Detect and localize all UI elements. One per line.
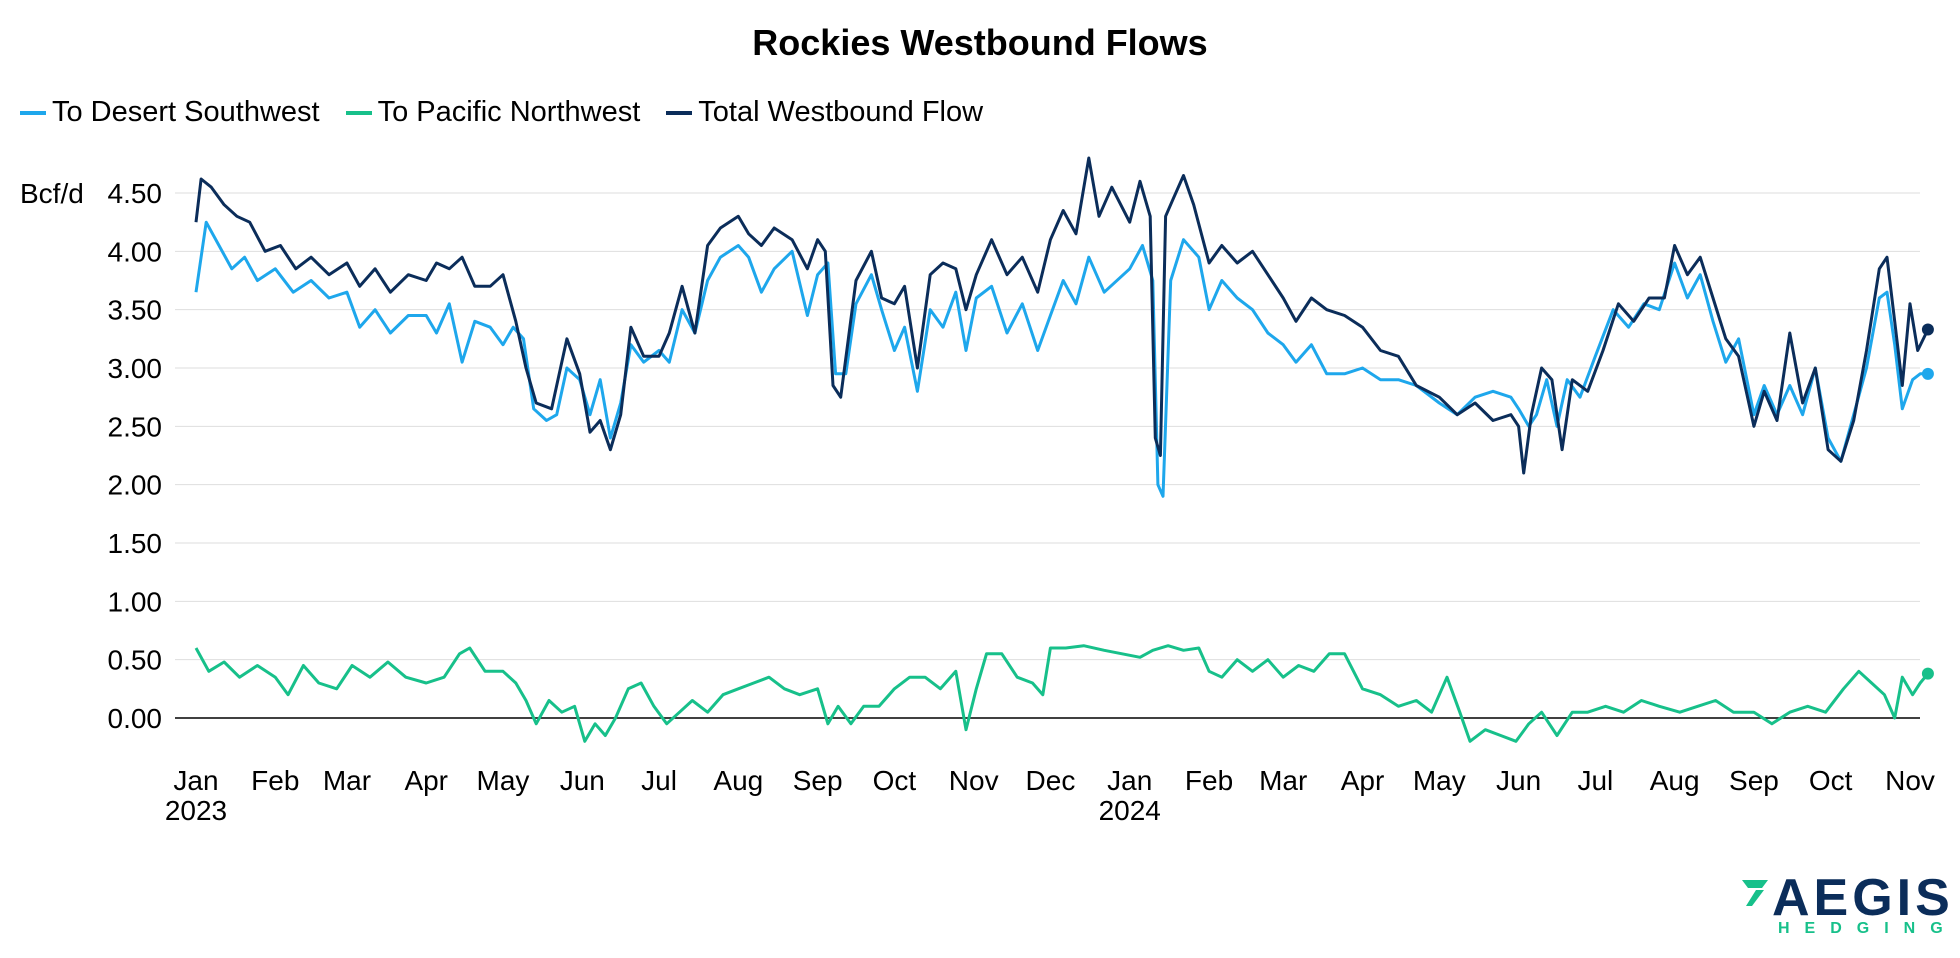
- end-marker-pacific-northwest: [1921, 667, 1934, 680]
- legend-swatch-pacific-northwest: [345, 110, 372, 115]
- x-tick-label: May: [1413, 765, 1466, 796]
- legend-swatch-total-westbound: [666, 110, 693, 115]
- legend-label-total-westbound: Total Westbound Flow: [698, 96, 984, 128]
- y-tick-label: 2.50: [108, 411, 163, 442]
- logo-subtext: HEDGING: [1778, 920, 1958, 937]
- legend-item-pacific-northwest[interactable]: To Pacific Northwest: [345, 96, 641, 129]
- legend-label-pacific-northwest: To Pacific Northwest: [377, 96, 641, 128]
- y-tick-label: 3.50: [108, 295, 163, 326]
- x-tick-label: Jun: [1496, 765, 1541, 796]
- x-tick-label: Oct: [873, 765, 917, 796]
- legend-item-total-westbound[interactable]: Total Westbound Flow: [666, 96, 983, 129]
- end-marker-desert-southwest: [1921, 367, 1934, 380]
- x-tick-label: Sep: [1729, 765, 1779, 796]
- x-tick-label: Feb: [251, 765, 299, 796]
- x-tick-label: Apr: [404, 765, 448, 796]
- series-line-pacific-northwest: [194, 644, 1930, 743]
- y-axis-label: Bcf/d: [20, 178, 84, 209]
- y-tick-label: 4.00: [108, 236, 163, 267]
- chart-legend: To Desert Southwest To Pacific Northwest…: [20, 96, 983, 129]
- x-tick-label: Jan: [173, 765, 218, 796]
- legend-label-desert-southwest: To Desert Southwest: [52, 96, 320, 128]
- y-tick-label: 2.00: [108, 470, 163, 501]
- x-tick-label: May: [477, 765, 530, 796]
- x-tick-year-label: 2023: [165, 795, 227, 826]
- x-tick-label: Oct: [1809, 765, 1853, 796]
- line-chart: 0.00 0.50 1.00 1.50 2.00 2.50 3.00 3.50 4.00 4.50…: [20, 156, 1935, 826]
- x-tick-label: Jan: [1107, 765, 1152, 796]
- axes: 0.00 0.50 1.00 1.50 2.00 2.50 3.00 3.50 4.00 4.50…: [20, 178, 1935, 826]
- legend-swatch-desert-southwest: [20, 110, 46, 115]
- x-tick-label: Apr: [1341, 765, 1385, 796]
- series-line-desert-southwest: [194, 220, 1928, 498]
- y-tick-label: 0.50: [108, 645, 163, 676]
- aegis-hedging-logo: AEGIS HEDGING: [1740, 868, 1950, 938]
- x-tick-label: Mar: [1259, 765, 1307, 796]
- x-tick-label: Jul: [1577, 765, 1613, 796]
- x-tick-label: Jul: [641, 765, 677, 796]
- x-tick-year-label: 2024: [1099, 795, 1161, 826]
- x-tick-label: Dec: [1026, 765, 1076, 796]
- x-tick-label: Mar: [323, 765, 371, 796]
- x-tick-label: Feb: [1185, 765, 1233, 796]
- x-tick-label: Jun: [560, 765, 605, 796]
- series-lines: [194, 156, 1934, 743]
- logo-wordmark: AEGIS: [1772, 869, 1954, 927]
- y-tick-label: 1.50: [108, 528, 163, 559]
- x-tick-label: Aug: [713, 765, 763, 796]
- series-line-total-westbound: [194, 156, 1930, 475]
- y-tick-label: 3.00: [108, 353, 163, 384]
- y-tick-label: 1.00: [108, 586, 163, 617]
- chart-title: Rockies Westbound Flows: [752, 22, 1208, 63]
- end-marker-total-westbound: [1921, 323, 1934, 336]
- aegis-logo-mark: [1742, 880, 1768, 906]
- x-tick-label: Nov: [949, 765, 999, 796]
- y-tick-label: 0.00: [108, 703, 163, 734]
- legend-item-desert-southwest[interactable]: To Desert Southwest: [20, 96, 320, 129]
- x-tick-label: Sep: [793, 765, 843, 796]
- x-tick-label: Aug: [1650, 765, 1700, 796]
- y-tick-label: 4.50: [108, 178, 163, 209]
- x-tick-label: Nov: [1885, 765, 1935, 796]
- gridlines: [175, 192, 1920, 719]
